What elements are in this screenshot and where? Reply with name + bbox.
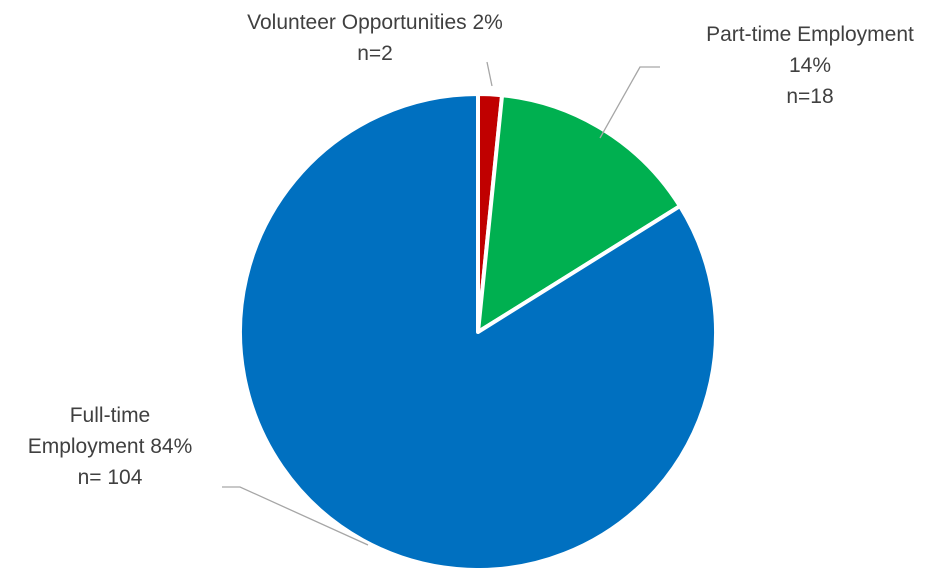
data-label-line: Part-time Employment: [706, 23, 914, 46]
data-label-line: Full-time: [70, 404, 151, 427]
data-label: Full-time Employment 84% n= 104: [28, 404, 193, 489]
pie-slices: [238, 92, 718, 568]
data-label-line: n= 104: [78, 466, 143, 489]
data-label-line: n=18: [786, 85, 833, 108]
data-label: Volunteer Opportunities 2% n=2: [247, 11, 503, 65]
data-labels: Volunteer Opportunities 2% n=2 Part-time E…: [28, 11, 914, 489]
data-label-line: n=2: [357, 42, 393, 65]
data-label-line: 14%: [789, 54, 831, 77]
leader-line: [222, 486, 369, 546]
data-label: Part-time Employment 14% n=18: [706, 23, 914, 108]
leader-line: [599, 66, 660, 139]
leader-lines: [222, 61, 660, 546]
pie-slice-full-time-employment: [238, 92, 718, 568]
data-label-line: Employment 84%: [28, 435, 193, 458]
data-label-line: Volunteer Opportunities 2%: [247, 11, 503, 34]
leader-line: [486, 61, 493, 87]
